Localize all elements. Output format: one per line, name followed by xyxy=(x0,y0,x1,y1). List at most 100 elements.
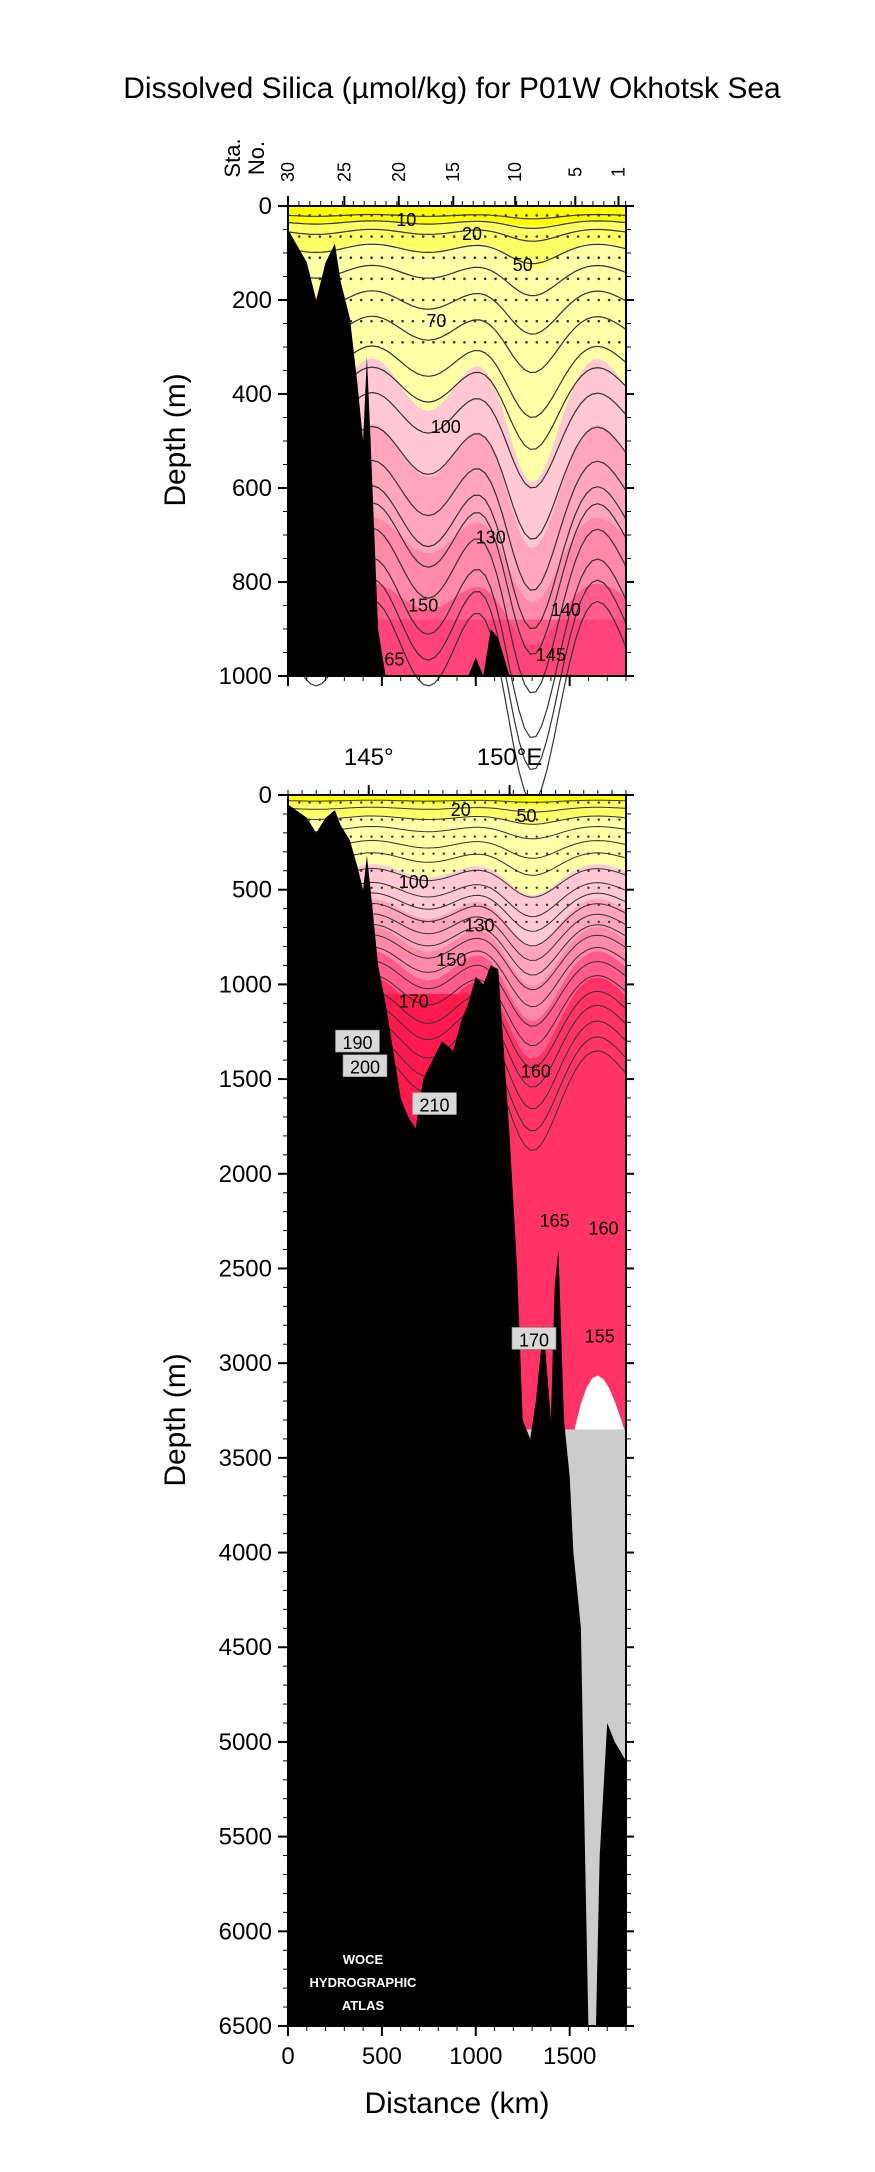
station-tick-label: 5 xyxy=(565,167,585,177)
x-axis-label: Distance (km) xyxy=(364,2087,549,2120)
sample-dot xyxy=(576,835,580,838)
sample-dot xyxy=(401,801,404,804)
sample-dot xyxy=(535,341,539,344)
sample-dot xyxy=(380,886,384,889)
lower-label-box xyxy=(412,1092,457,1115)
sample-dot xyxy=(411,903,415,907)
sample-dot xyxy=(401,835,404,838)
lower-y-tick-label: 0 xyxy=(259,782,272,809)
sample-dot xyxy=(514,341,518,344)
sample-dot xyxy=(391,903,394,907)
sample-dot xyxy=(463,319,466,323)
lower-panel: 20 50 100 130 150 170 190 200 210 160 165 160 170 155… xyxy=(159,744,634,2120)
sample-dot xyxy=(391,835,394,838)
sample-dot xyxy=(411,235,415,238)
lower-y-tick-label: 6500 xyxy=(219,2013,272,2040)
sample-dot xyxy=(422,801,425,804)
sample-dot xyxy=(607,256,611,260)
lower-y-tick-label: 2000 xyxy=(219,1161,272,1188)
lower-seafloor xyxy=(288,804,626,2026)
sample-dot xyxy=(587,298,590,302)
sample-dot xyxy=(483,298,487,302)
sample-dot xyxy=(545,214,549,217)
sample-dot xyxy=(360,801,363,804)
sample-dot xyxy=(576,886,580,889)
sample-dot xyxy=(504,277,508,281)
upper-y-tick-label: 200 xyxy=(232,287,272,314)
sample-dot xyxy=(463,903,466,907)
sample-dot xyxy=(473,852,477,855)
sample-dot xyxy=(422,886,425,889)
sample-dot xyxy=(566,214,570,217)
sample-dot xyxy=(401,319,404,323)
sample-dot xyxy=(483,235,487,238)
sample-dot xyxy=(494,298,497,302)
sample-dot xyxy=(566,298,570,302)
sample-dot xyxy=(442,835,446,838)
sample-dot xyxy=(597,341,601,344)
sample-dot xyxy=(535,319,539,323)
sample-dot xyxy=(566,852,569,855)
sample-dot xyxy=(370,256,373,260)
sample-dot xyxy=(349,298,353,302)
sample-dot xyxy=(380,298,384,302)
sample-dot xyxy=(587,214,590,217)
sample-dot xyxy=(514,869,518,872)
sample-dot xyxy=(432,801,435,804)
sample-dot xyxy=(411,256,415,260)
sample-dot xyxy=(566,835,569,838)
upper-contour-label: 145 xyxy=(536,645,566,665)
sample-dot xyxy=(494,835,497,838)
sample-dot xyxy=(566,869,569,872)
sample-dot xyxy=(452,903,456,907)
sample-dot xyxy=(597,235,601,238)
upper-contour-label: 50 xyxy=(513,255,533,275)
sample-dot xyxy=(329,801,332,804)
lower-contour-label: 210 xyxy=(419,1096,449,1116)
sample-dot xyxy=(432,214,435,217)
sample-dot xyxy=(391,818,394,821)
sample-dot xyxy=(483,869,487,872)
sample-dot xyxy=(463,818,466,821)
sample-dot xyxy=(545,277,549,281)
sample-dot xyxy=(494,818,497,821)
sample-dot xyxy=(411,920,415,924)
sample-dot xyxy=(597,801,600,804)
sample-dot xyxy=(597,277,601,281)
upper-seafloor-shape xyxy=(288,229,589,676)
logo-line-2: HYDROGRAPHIC xyxy=(310,1975,418,1990)
sample-dot xyxy=(370,835,373,838)
sample-dot xyxy=(545,903,549,907)
sample-dot xyxy=(494,886,497,889)
sample-dot xyxy=(380,869,384,872)
lower-y-tick-label: 3000 xyxy=(219,1350,272,1377)
upper-y-tick-label: 800 xyxy=(232,569,272,596)
sample-dot xyxy=(318,235,322,238)
sample-dot xyxy=(370,235,373,238)
sample-dot xyxy=(463,214,466,217)
sample-dot xyxy=(483,920,487,924)
sample-dot xyxy=(349,818,353,821)
sample-dot xyxy=(421,341,425,344)
sample-dot xyxy=(587,801,590,804)
sample-dot xyxy=(504,235,508,238)
sample-dot xyxy=(556,920,559,924)
sample-dot xyxy=(618,256,621,260)
sample-dot xyxy=(597,920,600,924)
sample-dot xyxy=(597,818,600,821)
x-tick-label: 500 xyxy=(362,2043,402,2070)
sample-dot xyxy=(297,214,301,217)
sample-dot xyxy=(545,886,549,889)
upper-contour-label: 20 xyxy=(462,224,482,244)
sample-dot xyxy=(483,341,487,344)
upper-y-axis: 0 200 400 600 800 1000 xyxy=(219,193,634,690)
sample-dot xyxy=(473,801,477,804)
sample-dot xyxy=(359,341,363,344)
station-tick-label: 20 xyxy=(389,162,409,182)
sample-dot xyxy=(556,835,559,838)
sample-dot xyxy=(618,835,621,838)
sample-dot xyxy=(473,298,477,302)
sample-dot xyxy=(442,341,446,344)
lower-band-3 xyxy=(288,864,626,946)
sample-dot xyxy=(618,801,621,804)
